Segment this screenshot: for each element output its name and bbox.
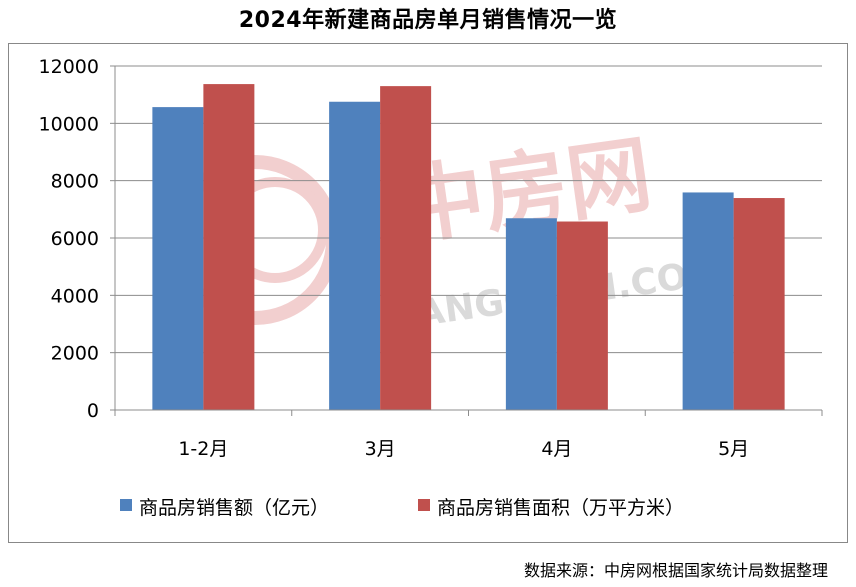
x-tick-label: 5月 [718,438,749,460]
chart-area [8,43,848,543]
x-tick-label: 1-2月 [178,438,228,460]
y-tick-label: 10000 [39,113,99,135]
legend-swatch [418,499,430,511]
y-tick-label: 8000 [51,171,99,193]
bar-sales-area [556,221,608,410]
bar-sales-area [380,86,432,411]
bar-sales-amount [505,218,557,410]
y-axis: 0 2000 4000 6000 8000 10000 12000 [39,56,116,422]
y-tick-label: 0 [87,400,99,422]
bar-sales-amount [682,192,734,410]
legend-label: 商品房销售额（亿元） [139,497,329,519]
chart-title: 2024年新建商品房单月销售情况一览 [238,8,618,33]
watermark: 中房网 FANGCHAN.COM [170,125,726,338]
bar-sales-area [733,198,785,410]
bar-sales-area [203,84,255,410]
legend: 商品房销售额（亿元） 商品房销售面积（万平方米） [120,497,684,519]
y-tick-label: 4000 [51,285,99,307]
x-tick-label: 4月 [541,438,572,460]
legend-swatch [120,499,132,511]
bars [152,84,785,411]
x-tick-label: 3月 [365,438,396,460]
x-axis: 1-2月 3月 4月 5月 [114,409,823,460]
bar-sales-amount [152,107,204,410]
legend-label: 商品房销售面积（万平方米） [437,497,684,519]
y-tick-label: 6000 [51,228,99,250]
y-tick-label: 2000 [51,343,99,365]
bar-sales-amount [329,101,381,411]
source-note: 数据来源：中房网根据国家统计局数据整理 [523,561,828,580]
y-tick-label: 12000 [39,56,99,78]
